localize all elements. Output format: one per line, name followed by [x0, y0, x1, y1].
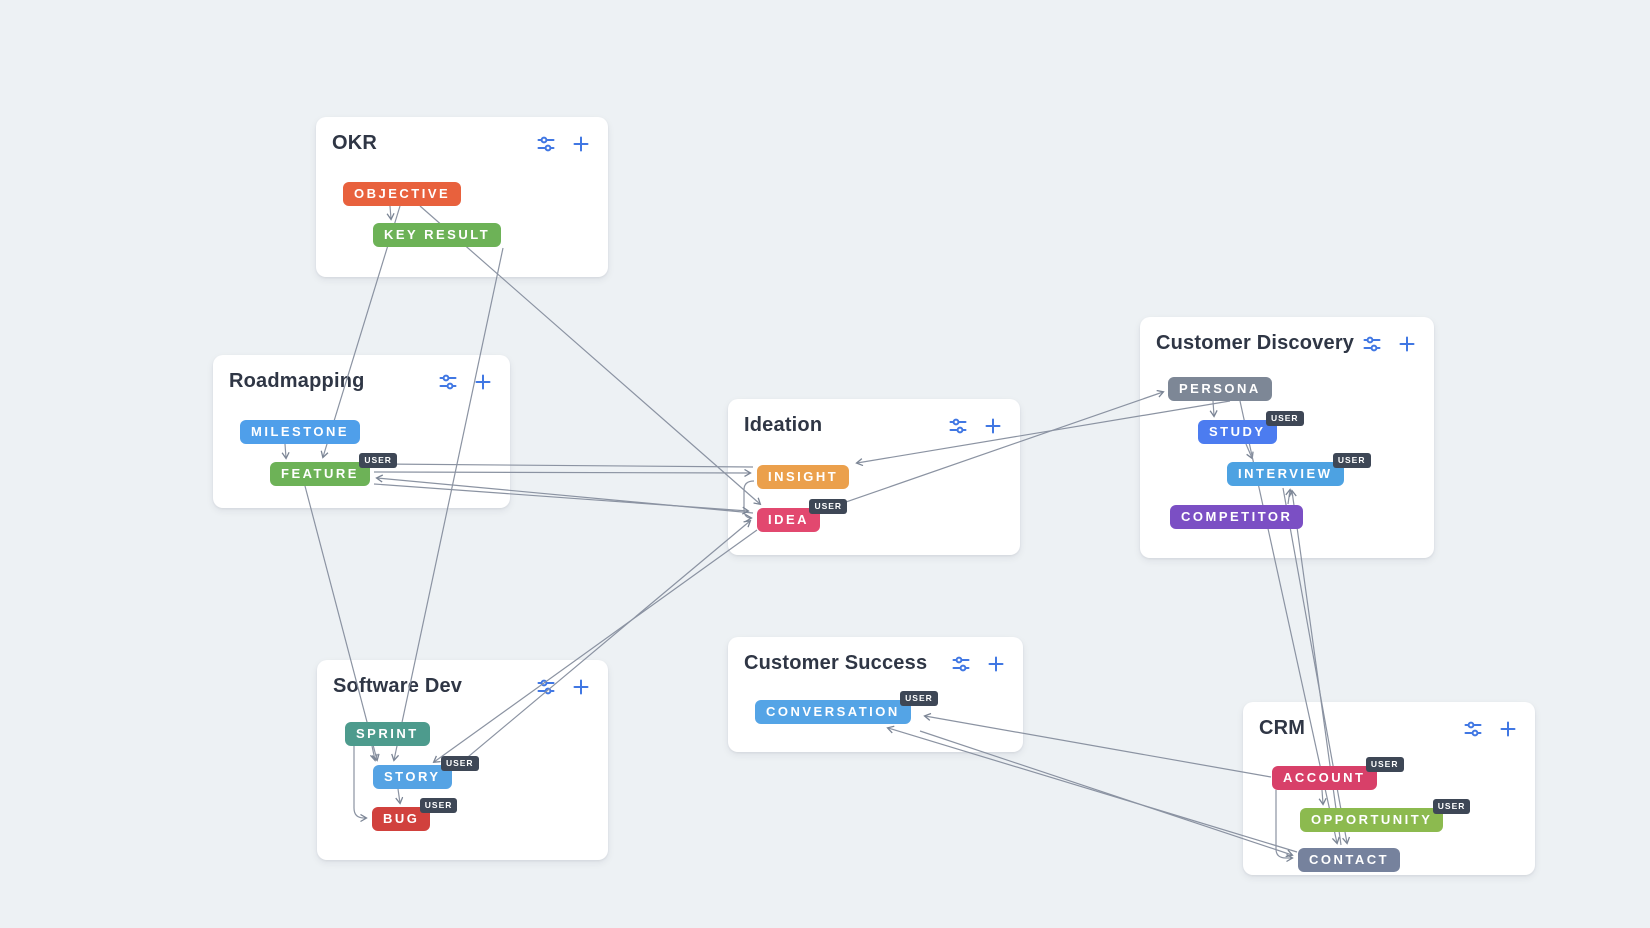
entity-account[interactable]: ACCOUNT USER: [1272, 757, 1404, 790]
entity-milestone[interactable]: MILESTONE: [240, 420, 361, 444]
card-title-software-dev: Software Dev: [333, 675, 463, 697]
entity-conversation[interactable]: CONVERSATION USER: [755, 691, 938, 724]
entity-label: BUG: [383, 811, 420, 826]
entity-competitor[interactable]: COMPETITOR: [1170, 505, 1304, 529]
entity-label: FEATURE: [281, 466, 359, 481]
entity-persona[interactable]: PERSONA: [1168, 377, 1272, 401]
user-badge: USER: [1265, 411, 1304, 426]
filter-sliders-icon[interactable]: [1462, 718, 1484, 740]
entity-label: IDEA: [768, 512, 810, 527]
user-badge: USER: [1332, 453, 1371, 468]
entity-insight[interactable]: INSIGHT: [757, 465, 850, 489]
entity-idea[interactable]: IDEA USER: [757, 499, 848, 532]
plus-icon[interactable]: [1396, 333, 1418, 355]
entity-label: SPRINT: [356, 726, 419, 741]
card-title-okr: OKR: [332, 132, 378, 154]
entity-story[interactable]: STORY USER: [373, 756, 479, 789]
user-badge: USER: [900, 691, 938, 706]
plus-icon[interactable]: [982, 415, 1004, 437]
entity-label: STORY: [384, 769, 441, 784]
entity-label: KEY RESULT: [384, 227, 491, 242]
plus-icon[interactable]: [570, 133, 592, 155]
user-badge: USER: [359, 453, 397, 468]
entity-label: MILESTONE: [251, 424, 350, 439]
filter-sliders-icon[interactable]: [950, 653, 972, 675]
card-title-customer-success: Customer Success: [744, 652, 928, 674]
card-title-ideation: Ideation: [744, 414, 823, 436]
entity-label: INSIGHT: [768, 469, 839, 484]
entity-label: STUDY: [1209, 424, 1266, 439]
filter-sliders-icon[interactable]: [1361, 333, 1383, 355]
card-title-roadmapping: Roadmapping: [229, 370, 365, 392]
user-badge: USER: [809, 499, 848, 514]
entity-key-result[interactable]: KEY RESULT: [373, 223, 502, 247]
card-title-customer-discovery: Customer Discovery: [1156, 332, 1355, 354]
user-badge: USER: [419, 798, 458, 813]
plus-icon[interactable]: [472, 371, 494, 393]
entity-label: CONTACT: [1309, 852, 1390, 867]
plus-icon[interactable]: [985, 653, 1007, 675]
plus-icon[interactable]: [570, 676, 592, 698]
entity-bug[interactable]: BUG USER: [372, 798, 458, 831]
card-customer-success: Customer Success: [728, 637, 1023, 752]
entity-label: OBJECTIVE: [354, 186, 451, 201]
filter-sliders-icon[interactable]: [947, 415, 969, 437]
entity-label: OPPORTUNITY: [1311, 812, 1433, 827]
entity-label: COMPETITOR: [1181, 509, 1293, 524]
entity-objective[interactable]: OBJECTIVE: [343, 182, 462, 206]
user-badge: USER: [1432, 799, 1471, 814]
filter-sliders-icon[interactable]: [535, 133, 557, 155]
entity-label: ACCOUNT: [1283, 770, 1366, 785]
entity-opportunity[interactable]: OPPORTUNITY USER: [1300, 799, 1471, 832]
entity-contact[interactable]: CONTACT: [1298, 848, 1401, 872]
entity-label: PERSONA: [1179, 381, 1261, 396]
entity-sprint[interactable]: SPRINT: [345, 722, 430, 746]
user-badge: USER: [1365, 757, 1404, 772]
user-badge: USER: [440, 756, 479, 771]
filter-sliders-icon[interactable]: [437, 371, 459, 393]
plus-icon[interactable]: [1497, 718, 1519, 740]
card-title-crm: CRM: [1259, 717, 1306, 739]
entity-label: INTERVIEW: [1238, 466, 1333, 481]
entity-feature[interactable]: FEATURE USER: [270, 453, 397, 486]
entity-label: CONVERSATION: [766, 704, 900, 719]
entity-study[interactable]: STUDY USER: [1198, 411, 1304, 444]
filter-sliders-icon[interactable]: [535, 676, 557, 698]
entity-interview[interactable]: INTERVIEW USER: [1227, 453, 1371, 486]
